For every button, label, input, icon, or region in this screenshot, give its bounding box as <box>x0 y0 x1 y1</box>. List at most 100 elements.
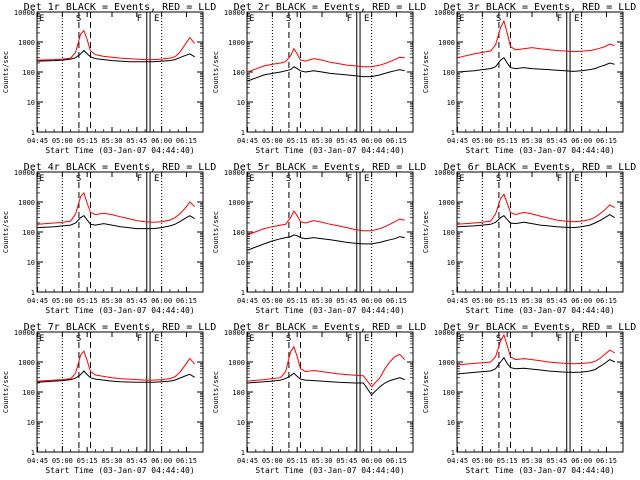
y-tick-label: 100 <box>22 69 35 77</box>
marker-e-right: E <box>364 174 369 184</box>
marker-e-right: E <box>574 14 579 24</box>
marker-f: F <box>557 334 562 344</box>
y-axis-label: Counts/sec <box>2 51 10 93</box>
x-tick-label: 05:00 <box>472 457 493 465</box>
y-tick-label: 10 <box>27 99 35 107</box>
x-tick-label: 05:15 <box>497 457 518 465</box>
marker-e-left: E <box>249 174 254 184</box>
marker-e-left: E <box>39 14 44 24</box>
marker-e-right: E <box>154 14 159 24</box>
y-tick-label: 1000 <box>18 39 35 47</box>
x-tick-label: 05:15 <box>77 297 98 305</box>
plot-frame <box>246 11 414 133</box>
x-tick-label: 05:30 <box>101 137 122 145</box>
marker-e-left: E <box>459 174 464 184</box>
x-tick-label: 05:30 <box>521 297 542 305</box>
y-tick-label: 10000 <box>224 329 245 337</box>
x-tick-label: 05:30 <box>101 297 122 305</box>
x-axis-label: Start Time (03-Jan-07 04:44:40) <box>255 146 404 155</box>
detector-plot: Det 3r BLACK = Events, RED = LLD Start Ti… <box>422 2 636 155</box>
detector-plot: Det 8r BLACK = Events, RED = LLD Start Ti… <box>212 322 426 475</box>
x-tick-label: 05:00 <box>262 297 283 305</box>
x-tick-label: 05:00 <box>262 137 283 145</box>
marker-e-left: E <box>39 334 44 344</box>
plot-frame <box>36 331 204 453</box>
x-tick-label: 05:45 <box>546 297 567 305</box>
x-tick-label: 05:15 <box>287 297 308 305</box>
plot-frame <box>246 331 414 453</box>
x-tick-label: 04:45 <box>237 457 258 465</box>
x-tick-label: 06:15 <box>596 137 617 145</box>
x-axis-label: Start Time (03-Jan-07 04:44:40) <box>465 306 614 315</box>
y-tick-label: 1000 <box>438 199 455 207</box>
x-tick-label: 06:00 <box>361 457 382 465</box>
y-axis-label: Counts/sec <box>422 371 430 413</box>
y-tick-label: 100 <box>232 69 245 77</box>
marker-e-right: E <box>154 174 159 184</box>
detector-plot: Det 7r BLACK = Events, RED = LLD Start Ti… <box>2 322 216 475</box>
plot-frame <box>456 171 624 293</box>
x-tick-label: 05:30 <box>311 457 332 465</box>
series-line-black <box>247 234 405 251</box>
y-tick-label: 10 <box>237 419 245 427</box>
x-tick-label: 04:45 <box>27 297 48 305</box>
x-tick-label: 04:45 <box>447 137 468 145</box>
marker-e-right: E <box>364 14 369 24</box>
y-tick-label: 10 <box>447 99 455 107</box>
x-tick-label: 06:15 <box>386 457 407 465</box>
series-line-red <box>457 193 615 225</box>
y-tick-label: 10 <box>447 259 455 267</box>
x-tick-label: 05:15 <box>287 457 308 465</box>
y-tick-label: 100 <box>232 389 245 397</box>
y-tick-label: 10000 <box>14 329 35 337</box>
x-tick-label: 05:30 <box>101 457 122 465</box>
marker-s: S <box>286 174 291 184</box>
x-tick-label: 05:45 <box>546 457 567 465</box>
marker-e-right: E <box>154 334 159 344</box>
plot-title: Det 9r BLACK = Events, RED = LLD <box>444 322 637 333</box>
x-axis-label: Start Time (03-Jan-07 04:44:40) <box>465 466 614 475</box>
plot-title: Det 8r BLACK = Events, RED = LLD <box>234 322 427 333</box>
y-tick-label: 100 <box>22 389 35 397</box>
y-tick-label: 1 <box>241 449 245 457</box>
series-line-black <box>457 214 615 229</box>
y-axis-label: Counts/sec <box>2 211 10 253</box>
y-tick-label: 1 <box>241 129 245 137</box>
x-tick-label: 05:45 <box>126 137 147 145</box>
series-line-red <box>247 47 405 73</box>
plot-title: Det 2r BLACK = Events, RED = LLD <box>234 2 427 13</box>
x-tick-label: 06:00 <box>151 137 172 145</box>
y-tick-label: 10000 <box>434 329 455 337</box>
marker-s: S <box>76 334 81 344</box>
plot-frame <box>456 11 624 133</box>
y-tick-label: 1000 <box>18 199 35 207</box>
plot-frame <box>36 11 204 133</box>
x-tick-label: 05:15 <box>77 137 98 145</box>
marker-f: F <box>557 174 562 184</box>
detector-plot: Det 9r BLACK = Events, RED = LLD Start Ti… <box>422 322 636 475</box>
y-tick-label: 10000 <box>224 169 245 177</box>
x-tick-label: 06:15 <box>596 457 617 465</box>
y-tick-label: 1000 <box>228 39 245 47</box>
x-tick-label: 05:00 <box>472 137 493 145</box>
x-axis-label: Start Time (03-Jan-07 04:44:40) <box>255 306 404 315</box>
x-tick-label: 05:45 <box>546 137 567 145</box>
detector-plot: Det 4r BLACK = Events, RED = LLD Start Ti… <box>2 162 216 315</box>
x-tick-label: 05:30 <box>311 297 332 305</box>
x-axis-label: Start Time (03-Jan-07 04:44:40) <box>255 466 404 475</box>
y-tick-label: 1000 <box>438 359 455 367</box>
marker-f: F <box>137 174 142 184</box>
marker-s: S <box>496 14 501 24</box>
y-tick-label: 1 <box>241 289 245 297</box>
x-axis-label: Start Time (03-Jan-07 04:44:40) <box>45 146 194 155</box>
x-tick-label: 05:15 <box>497 137 518 145</box>
marker-e-left: E <box>459 334 464 344</box>
x-tick-label: 04:45 <box>447 457 468 465</box>
marker-e-right: E <box>574 174 579 184</box>
series-line-red <box>457 19 615 59</box>
y-tick-label: 10 <box>237 99 245 107</box>
y-tick-label: 1 <box>31 129 35 137</box>
x-tick-label: 04:45 <box>237 297 258 305</box>
y-tick-label: 1 <box>451 289 455 297</box>
y-tick-label: 1000 <box>438 39 455 47</box>
